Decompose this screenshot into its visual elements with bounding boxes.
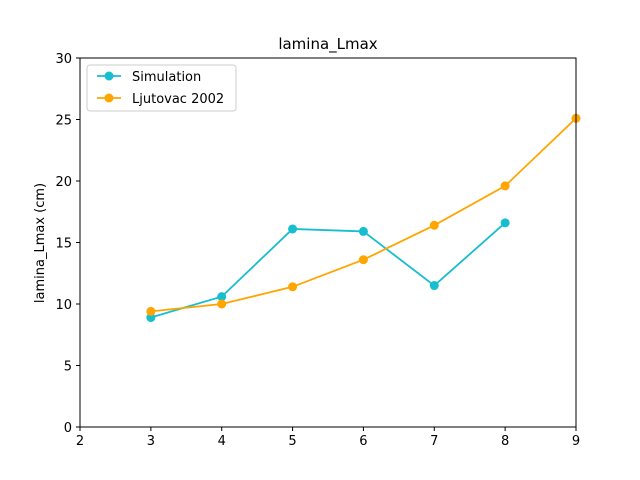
legend-swatch-marker — [104, 93, 114, 103]
data-point — [146, 306, 156, 316]
x-tick-label: 3 — [147, 434, 155, 449]
y-tick-label: 25 — [55, 114, 72, 129]
data-point — [146, 313, 156, 323]
legend-swatch-marker — [104, 71, 114, 81]
y-tick-label: 10 — [55, 298, 72, 313]
x-tick-label: 2 — [76, 434, 84, 449]
x-tick-label: 6 — [359, 434, 367, 449]
series-line — [150, 117, 577, 313]
data-point — [500, 218, 510, 228]
data-point — [358, 255, 368, 265]
axis-ticks: 2 3 4 5 6 7 8 9 0 5 10 15 20 25 30 — [55, 52, 580, 449]
data-point — [429, 281, 439, 291]
plot-frame — [79, 57, 577, 428]
series-line — [150, 222, 506, 319]
series-group — [146, 218, 510, 323]
data-point — [358, 226, 368, 236]
legend: Simulation Ljutovac 2002 — [86, 64, 237, 112]
data-point — [288, 224, 298, 234]
x-tick-label: 4 — [218, 434, 226, 449]
y-tick-label: 0 — [64, 421, 72, 436]
data-point — [500, 181, 510, 191]
series-group — [146, 113, 581, 316]
data-point — [288, 282, 298, 292]
x-tick-label: 9 — [572, 434, 580, 449]
data-point — [217, 299, 227, 309]
data-point — [429, 220, 439, 230]
x-tick-label: 8 — [501, 434, 509, 449]
series-layer — [146, 113, 581, 323]
chart-title: lamina_Lmax — [278, 35, 377, 54]
x-tick-label: 7 — [430, 434, 438, 449]
y-axis-label: lamina_Lmax (cm) — [33, 183, 48, 303]
legend-box — [86, 64, 237, 112]
y-tick-label: 15 — [55, 237, 72, 252]
y-tick-label: 20 — [55, 175, 72, 190]
x-tick-label: 5 — [288, 434, 296, 449]
y-tick-label: 30 — [55, 52, 72, 67]
legend-label: Ljutovac 2002 — [132, 92, 224, 107]
data-point — [217, 292, 227, 302]
legend-label: Simulation — [132, 70, 201, 85]
y-tick-label: 5 — [64, 360, 72, 375]
